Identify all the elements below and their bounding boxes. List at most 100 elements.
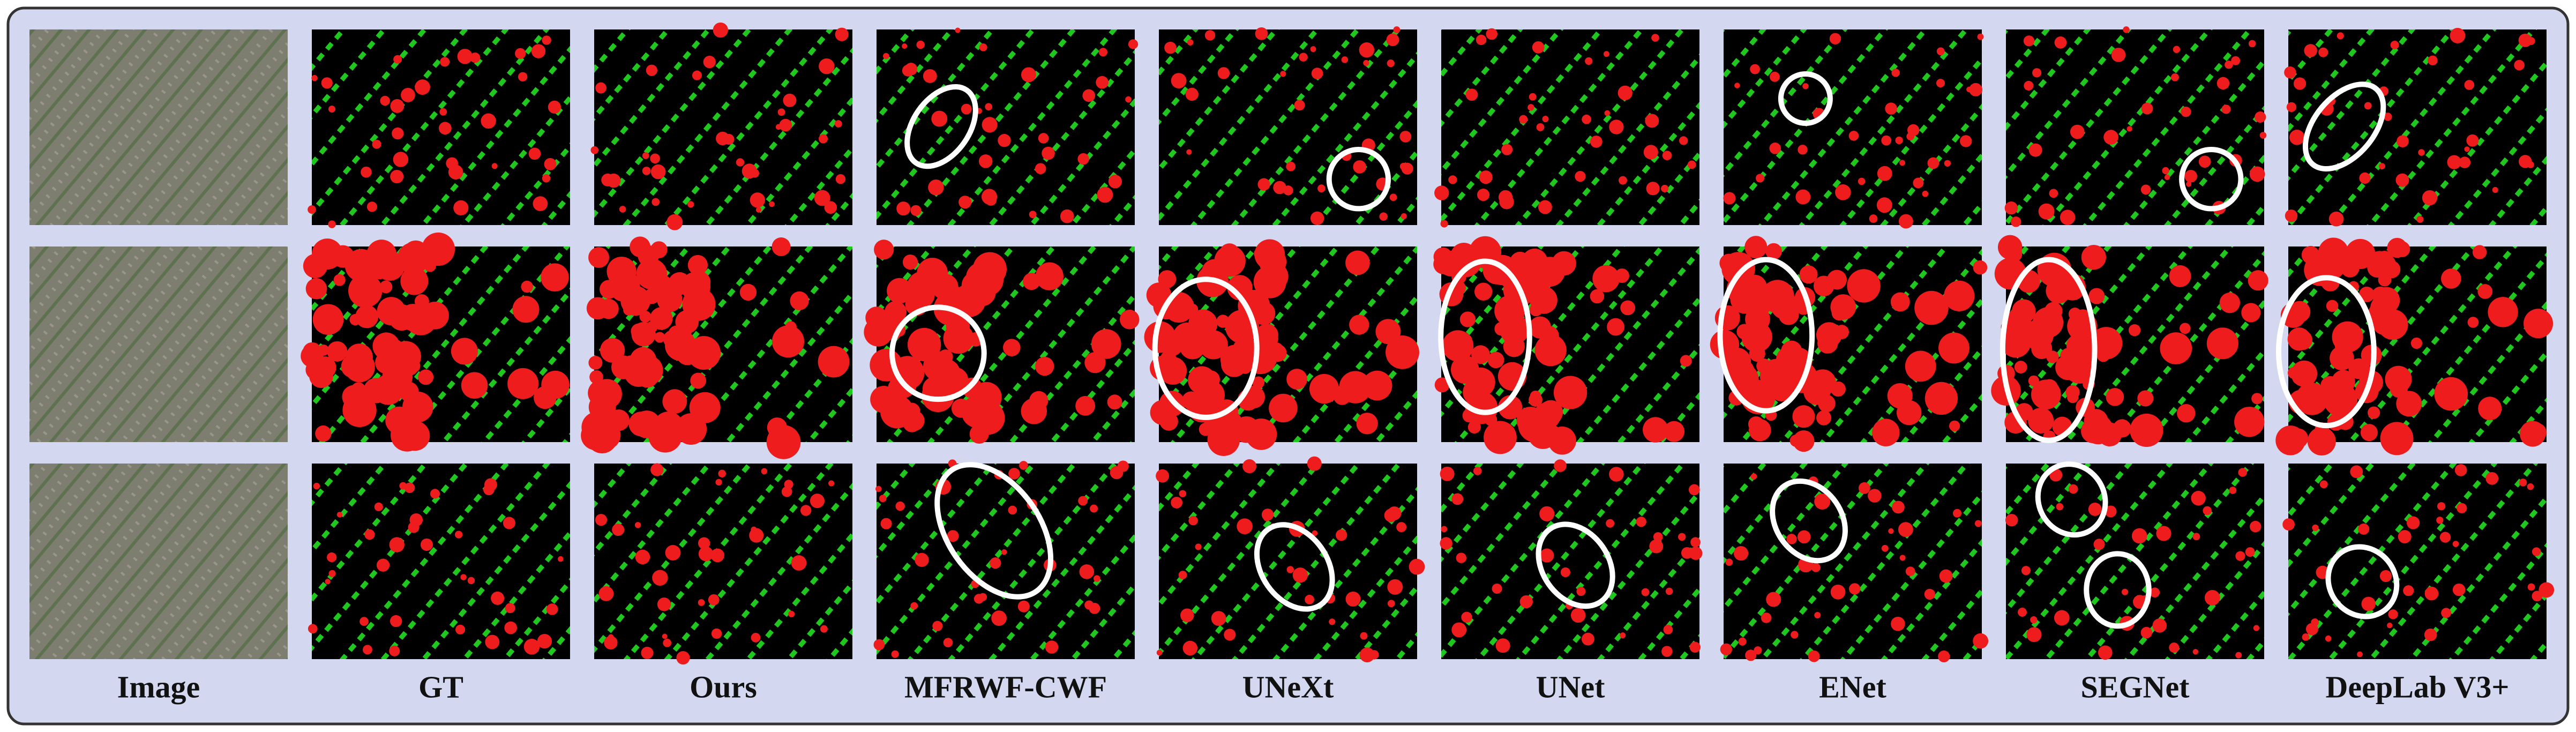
highlight-ellipse bbox=[1770, 478, 1848, 564]
weed-blob bbox=[2031, 338, 2053, 360]
highlight-ellipse bbox=[1438, 258, 1532, 415]
weed-blob bbox=[1498, 395, 1523, 420]
weed-blob bbox=[1125, 96, 1132, 103]
weed-blob bbox=[541, 263, 569, 292]
weed-blob bbox=[2140, 184, 2151, 195]
weed-blob bbox=[2452, 541, 2459, 547]
weed-blob bbox=[1680, 355, 1692, 367]
crop-rows bbox=[2288, 29, 2547, 225]
weed-blob bbox=[2376, 250, 2393, 268]
crop-rows bbox=[594, 464, 852, 659]
weed-blob bbox=[2111, 48, 2126, 62]
weed-blob bbox=[2378, 273, 2392, 287]
weed-blob bbox=[590, 146, 599, 154]
weed-blob bbox=[541, 370, 570, 399]
weed-blob bbox=[2216, 77, 2230, 90]
weed-blob bbox=[1038, 133, 1049, 144]
weed-blob bbox=[958, 196, 972, 209]
weed-blob bbox=[1817, 333, 1838, 354]
weed-blob bbox=[2292, 330, 2312, 350]
weed-blob bbox=[910, 205, 922, 216]
weed-blob bbox=[1750, 473, 1757, 480]
weed-blob bbox=[1195, 380, 1225, 410]
weed-blob bbox=[1581, 632, 1594, 646]
weed-blob bbox=[2380, 422, 2414, 455]
weed-blob bbox=[2387, 622, 2393, 629]
weed-blob bbox=[703, 56, 716, 69]
weed-blob bbox=[2428, 55, 2438, 65]
weed-blob bbox=[875, 485, 882, 492]
weed-blob bbox=[1465, 391, 1498, 424]
weed-blob bbox=[1017, 600, 1030, 613]
weed-blob bbox=[1255, 27, 1268, 40]
weed-blob bbox=[947, 530, 959, 542]
weed-blob bbox=[1755, 174, 1765, 183]
weed-blob bbox=[1219, 243, 1240, 264]
weed-blob bbox=[374, 502, 383, 511]
weed-blob bbox=[542, 35, 551, 45]
weed-blob bbox=[314, 370, 327, 383]
weed-blob bbox=[393, 55, 402, 64]
weed-blob bbox=[1399, 131, 1412, 143]
weed-blob bbox=[788, 610, 795, 617]
weed-blob bbox=[2418, 149, 2425, 156]
weed-blob bbox=[318, 344, 330, 356]
weed-blob bbox=[2407, 516, 2420, 529]
weed-blob bbox=[1969, 83, 1983, 96]
weed-blob bbox=[1936, 47, 1945, 56]
weed-blob bbox=[820, 625, 828, 633]
weed-blob bbox=[1459, 334, 1472, 347]
weed-blob bbox=[399, 482, 407, 490]
weed-blob bbox=[421, 232, 455, 266]
weed-blob bbox=[2325, 635, 2332, 642]
weed-blob bbox=[360, 617, 369, 626]
weed-blob bbox=[2379, 570, 2392, 582]
weed-blob bbox=[1723, 347, 1751, 376]
weed-blob bbox=[1461, 611, 1472, 623]
weed-blob bbox=[1748, 419, 1771, 442]
weed-blob bbox=[1440, 220, 1448, 228]
weed-blob bbox=[2286, 102, 2297, 113]
weed-blob bbox=[376, 558, 390, 572]
weed-blob bbox=[2054, 610, 2070, 626]
weed-blob bbox=[491, 163, 498, 169]
weed-blob bbox=[1093, 575, 1100, 582]
weed-blob bbox=[2070, 124, 2085, 139]
weed-blob bbox=[2150, 587, 2160, 597]
weed-blob bbox=[928, 180, 944, 196]
weed-blob bbox=[1261, 509, 1274, 521]
weed-blob bbox=[305, 278, 327, 300]
weed-blob bbox=[665, 544, 681, 561]
weed-blob bbox=[1299, 53, 1308, 62]
weed-blob bbox=[2030, 616, 2038, 624]
weed-blob bbox=[1905, 566, 1915, 577]
weed-blob bbox=[1590, 136, 1602, 148]
column-label: UNet bbox=[1536, 669, 1606, 704]
weed-blob bbox=[1835, 184, 1851, 200]
weed-blob bbox=[1888, 528, 1894, 534]
weed-blob bbox=[1973, 633, 1989, 649]
weed-blob bbox=[1360, 632, 1368, 640]
weed-blob bbox=[1738, 637, 1747, 646]
weed-blob bbox=[711, 628, 722, 639]
weed-blob bbox=[2073, 309, 2092, 328]
weed-blob bbox=[507, 368, 539, 399]
weed-blob bbox=[485, 634, 500, 649]
weed-blob bbox=[1254, 239, 1285, 270]
weed-blob bbox=[544, 158, 557, 170]
weed-blob bbox=[2005, 245, 2023, 263]
weed-blob bbox=[467, 577, 475, 585]
weed-blob bbox=[691, 272, 707, 288]
weed-blob bbox=[1097, 186, 1113, 203]
weed-blob bbox=[2398, 529, 2412, 543]
weed-blob bbox=[2004, 201, 2018, 215]
weed-blob bbox=[676, 342, 699, 365]
weed-blob bbox=[1108, 175, 1122, 189]
weed-blob bbox=[1172, 322, 1202, 352]
weed-blob bbox=[612, 524, 625, 536]
weed-blob bbox=[1540, 548, 1554, 563]
weed-blob bbox=[1178, 571, 1187, 579]
weed-blob bbox=[1082, 89, 1096, 102]
weed-blob bbox=[1689, 547, 1703, 560]
weed-blob bbox=[1687, 160, 1696, 169]
